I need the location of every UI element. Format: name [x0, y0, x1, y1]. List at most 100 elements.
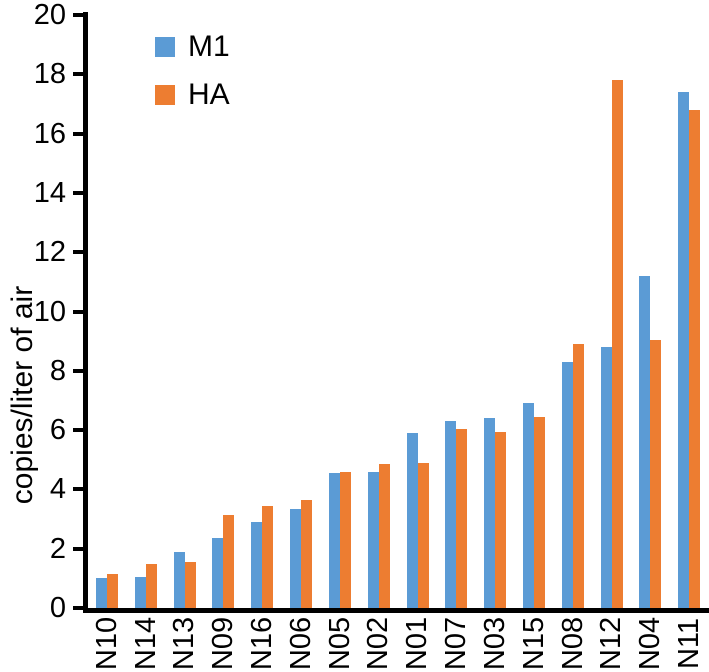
x-tick-label-n11: N11 [673, 614, 706, 672]
y-tick-mark [73, 428, 83, 433]
x-tick-label-n10: N10 [90, 614, 123, 672]
x-tick-label-text: N12 [595, 616, 628, 670]
x-tick-label-text: N11 [673, 617, 706, 669]
bar-ha-n01 [417, 462, 429, 608]
y-axis: 0 2 4 6 8 10 12 14 16 18 20 [0, 0, 88, 672]
y-tick-mark [73, 72, 83, 77]
x-tick-label-n07: N07 [440, 614, 473, 672]
y-tick-mark [73, 250, 83, 255]
bar-m1-n13 [173, 551, 185, 608]
x-axis-line [83, 608, 709, 613]
y-tick-mark [73, 487, 83, 492]
bar-m1-n04 [639, 275, 651, 608]
bar-m1-n15 [522, 403, 534, 608]
y-tick-label-10: 10 [33, 295, 66, 328]
legend-item-ha: HA [155, 78, 230, 111]
x-tick-label-text: N16 [246, 616, 279, 670]
bar-m1-n02 [367, 471, 379, 608]
x-tick-label-n04: N04 [634, 614, 667, 672]
bar-ha-n13 [184, 562, 196, 608]
y-tick-label-4: 4 [49, 473, 66, 506]
y-tick-mark [73, 309, 83, 314]
x-tick-label-n15: N15 [517, 614, 550, 672]
bar-m1-n08 [561, 361, 573, 608]
bar-m1-n07 [445, 421, 457, 608]
x-tick-label-n03: N03 [479, 614, 512, 672]
bar-ha-n08 [572, 344, 584, 608]
bar-m1-n16 [251, 522, 263, 608]
y-tick-label-8: 8 [49, 354, 66, 387]
bar-ha-n10 [107, 573, 118, 608]
x-tick-label-n01: N01 [401, 614, 434, 672]
x-tick-label-text: N05 [323, 616, 356, 670]
legend-label-ha: HA [188, 78, 230, 111]
bar-ha-n12 [611, 80, 623, 608]
bar-m1-n10 [96, 578, 107, 608]
bar-ha-n03 [495, 431, 507, 608]
legend: M1 HA [155, 30, 230, 133]
bar-ha-n05 [339, 471, 351, 608]
x-tick-label-text: N01 [401, 616, 434, 670]
bar-ha-n16 [262, 505, 274, 608]
x-tick-label-text: N13 [168, 616, 201, 670]
legend-item-m1: M1 [155, 30, 230, 63]
plot-area: M1 HA [83, 12, 709, 613]
bar-ha-n14 [145, 563, 157, 608]
y-axis-line [83, 12, 88, 613]
bar-ha-n11 [689, 109, 701, 608]
bar-m1-n05 [328, 473, 340, 608]
bar-ha-n15 [533, 416, 545, 608]
x-tick-label-n02: N02 [362, 614, 395, 672]
x-tick-label-n05: N05 [323, 614, 356, 672]
legend-label-m1: M1 [188, 30, 230, 63]
x-tick-label-text: N08 [556, 616, 589, 670]
y-tick-label-18: 18 [33, 58, 66, 91]
y-tick-label-14: 14 [33, 176, 66, 209]
x-tick-label-text: N04 [634, 616, 667, 670]
y-tick-mark [73, 131, 83, 136]
x-tick-label-text: N10 [90, 616, 123, 670]
y-tick-mark [73, 368, 83, 373]
bar-ha-n07 [456, 428, 468, 608]
bar-ha-n09 [223, 514, 235, 608]
x-tick-label-text: N06 [284, 616, 317, 670]
x-tick-label-text: N14 [129, 616, 162, 670]
y-tick-label-20: 20 [33, 0, 66, 31]
x-tick-label-n08: N08 [556, 614, 589, 672]
x-tick-label-n12: N12 [595, 614, 628, 672]
x-tick-label-text: N15 [517, 616, 550, 670]
y-tick-label-16: 16 [33, 117, 66, 150]
x-tick-label-n06: N06 [284, 614, 317, 672]
bar-m1-n14 [134, 576, 146, 608]
bar-m1-n06 [290, 508, 302, 608]
y-tick-mark [73, 13, 83, 17]
bar-m1-n03 [484, 418, 496, 608]
y-tick-mark [73, 190, 83, 195]
bar-m1-n11 [678, 92, 690, 608]
bar-m1-n09 [212, 538, 224, 608]
x-tick-label-n09: N09 [207, 614, 240, 672]
y-tick-mark [73, 546, 83, 551]
y-tick-label-2: 2 [49, 532, 66, 565]
y-tick-label-0: 0 [49, 592, 66, 624]
bar-ha-n06 [301, 499, 313, 608]
legend-swatch-ha-icon [155, 85, 175, 105]
x-tick-label-text: N09 [207, 616, 240, 670]
x-tick-label-text: N02 [362, 616, 395, 670]
y-tick-label-6: 6 [49, 414, 66, 447]
y-tick-mark [73, 606, 83, 610]
bar-m1-n01 [406, 433, 418, 608]
y-tick-label-12: 12 [33, 236, 66, 269]
bars-layer [88, 15, 709, 608]
x-tick-label-n16: N16 [246, 614, 279, 672]
x-tick-label-text: N03 [479, 616, 512, 670]
bar-ha-n02 [378, 464, 390, 608]
x-tick-label-n14: N14 [129, 614, 162, 672]
bar-m1-n12 [600, 347, 612, 608]
bar-ha-n04 [650, 339, 662, 608]
x-tick-label-n13: N13 [168, 614, 201, 672]
legend-swatch-m1-icon [155, 37, 175, 57]
x-tick-label-text: N07 [440, 616, 473, 670]
